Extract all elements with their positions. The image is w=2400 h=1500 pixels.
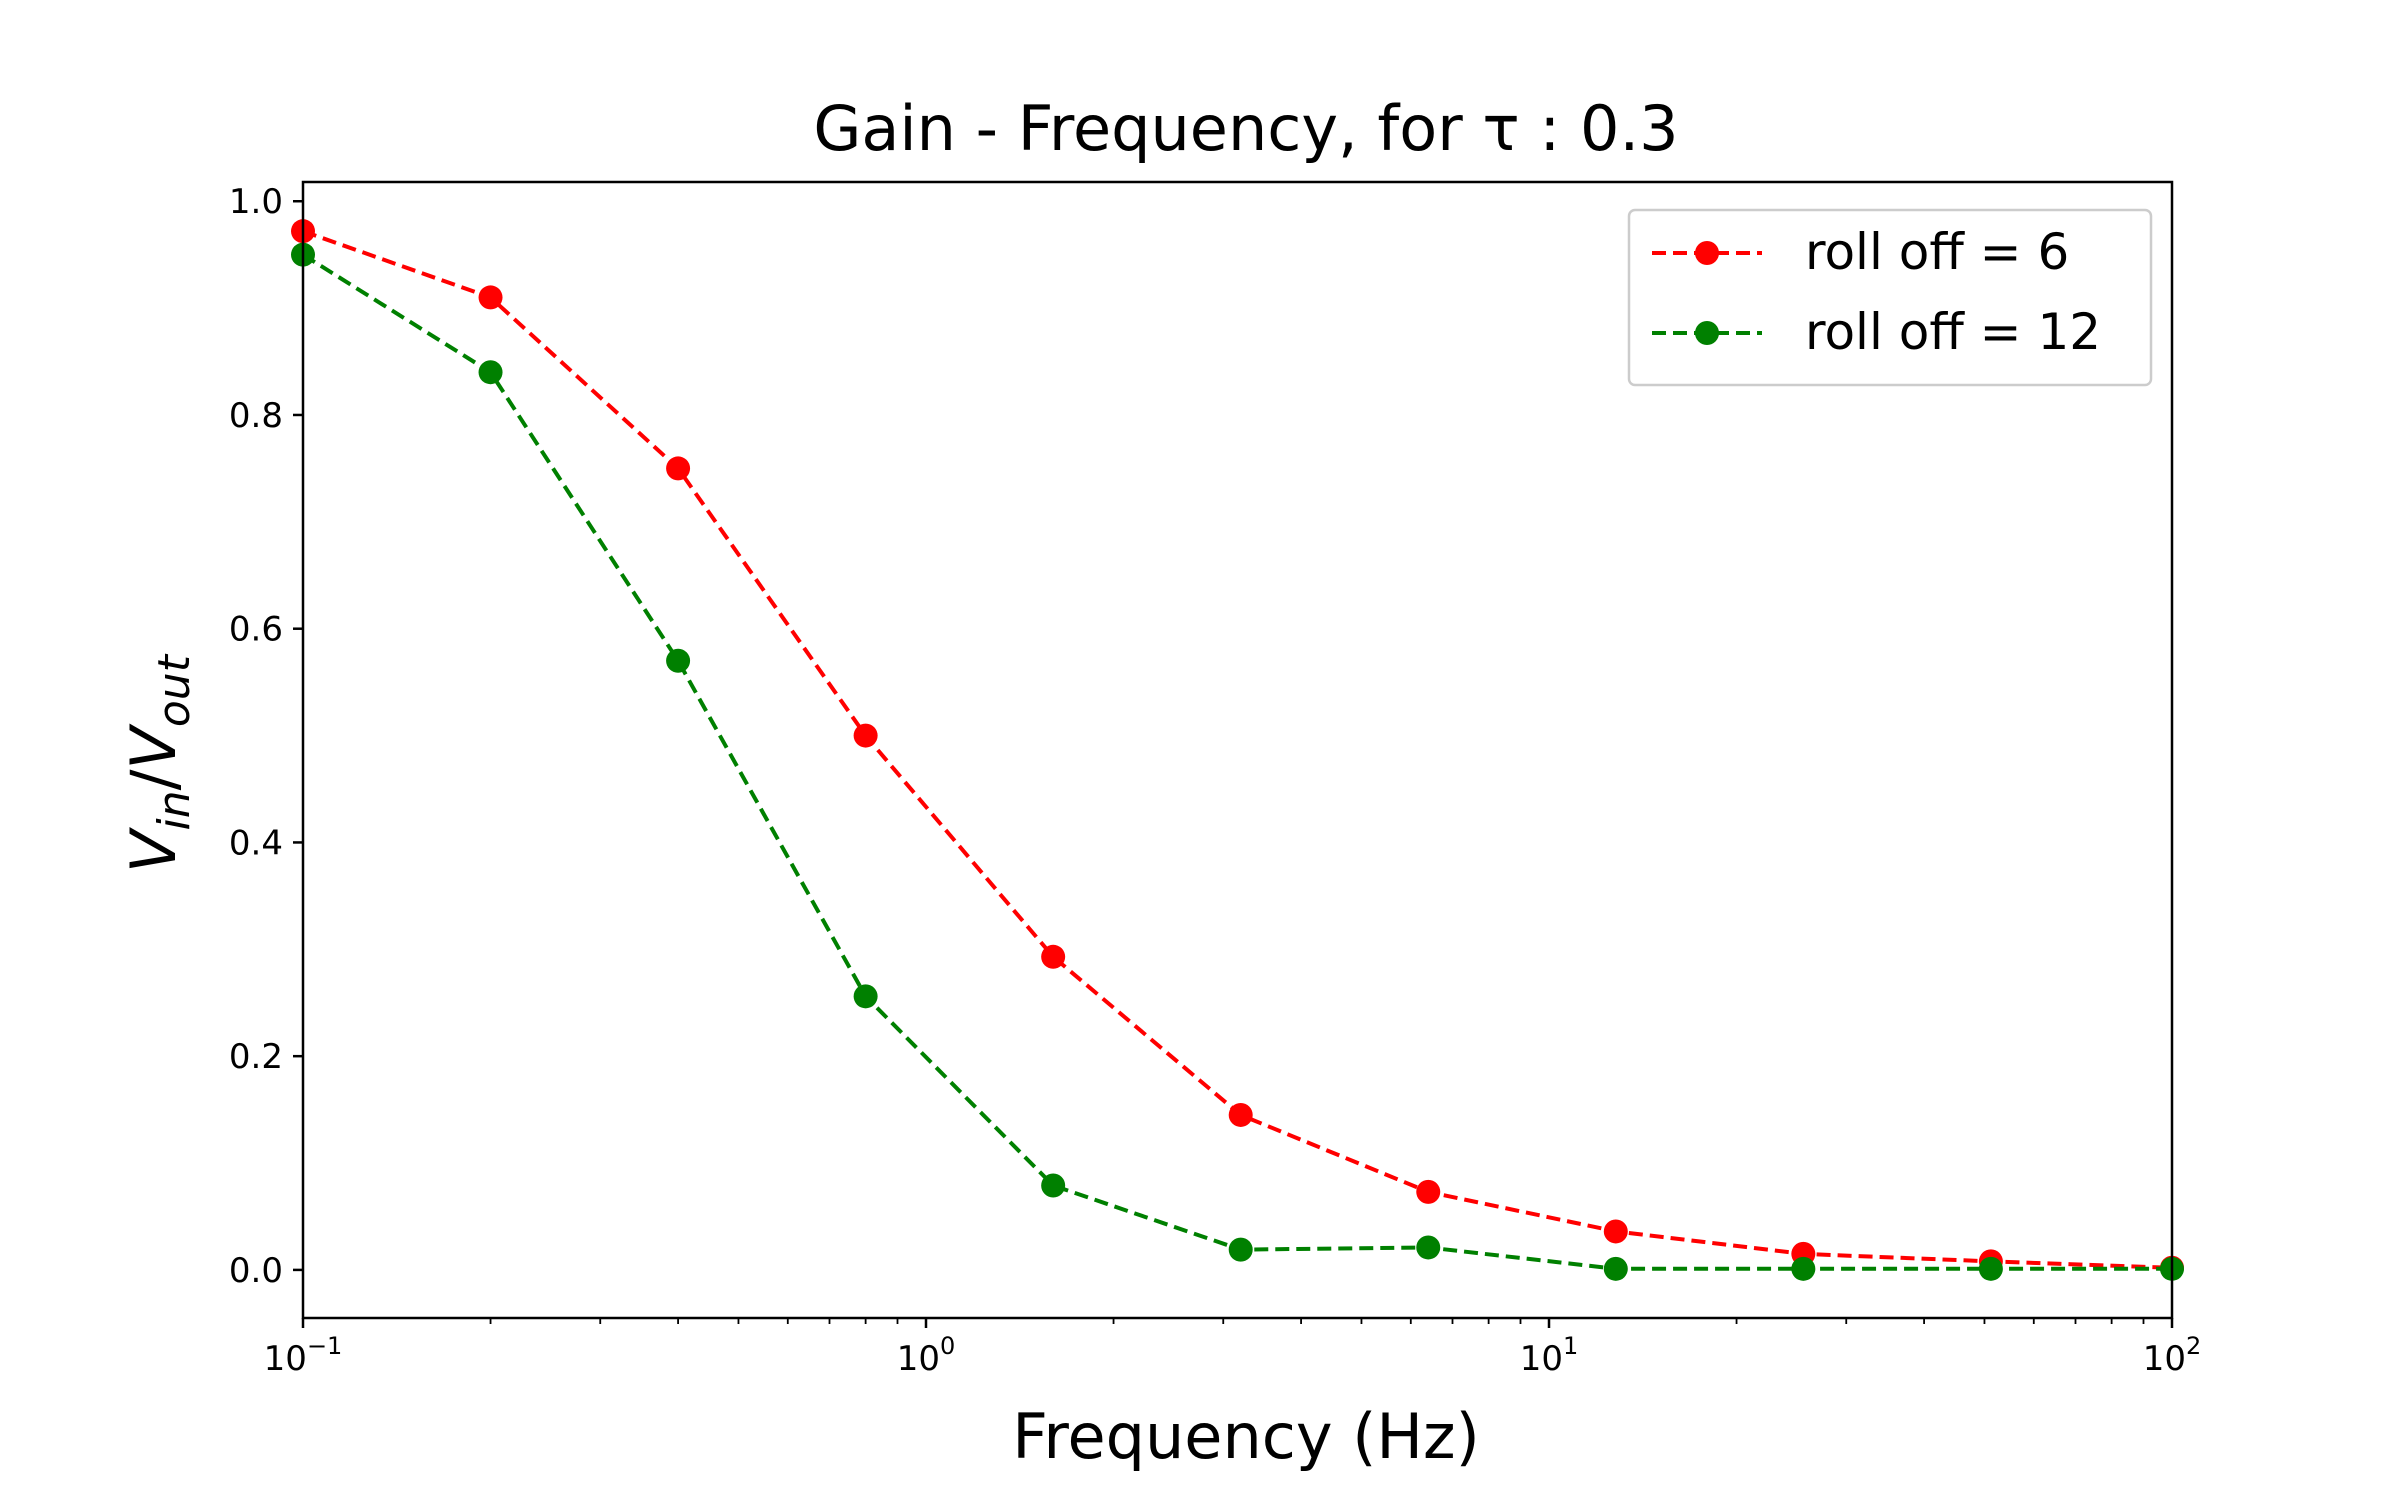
x-tick-label-3: 102 xyxy=(2143,1332,2202,1379)
y-tick-label-5: 1.0 xyxy=(229,182,283,222)
x-tick-label-base-0: 10 xyxy=(264,1339,307,1379)
x-tick-label-1: 100 xyxy=(897,1332,956,1379)
y-tick-label-3: 0.6 xyxy=(229,610,283,650)
y-tick-label-4: 0.8 xyxy=(229,396,283,436)
series-0-point-6 xyxy=(1416,1179,1441,1204)
series-1-point-1 xyxy=(478,360,503,385)
legend-marker-0 xyxy=(1695,241,1719,265)
y-axis-label: Vin/Vout xyxy=(117,653,200,873)
y-tick-label-2: 0.4 xyxy=(229,823,283,863)
y-axis-label-base: V xyxy=(117,826,190,873)
series-1-point-2 xyxy=(666,648,691,673)
x-tick-label-base-2: 10 xyxy=(1520,1339,1563,1379)
series-1-point-3 xyxy=(853,984,878,1009)
series-1-point-9 xyxy=(1978,1256,2003,1281)
legend-marker-1 xyxy=(1695,321,1719,345)
x-tick-label-base-3: 10 xyxy=(2143,1339,2186,1379)
series-1-point-8 xyxy=(1791,1256,1816,1281)
series-1-point-6 xyxy=(1416,1235,1441,1260)
y-tick-label-0: 0.0 xyxy=(229,1251,283,1291)
x-tick-label-base-1: 10 xyxy=(897,1339,940,1379)
y-tick-label-1: 0.2 xyxy=(229,1037,283,1077)
series-1-point-7 xyxy=(1603,1256,1628,1281)
x-tick-label-0: 10−1 xyxy=(264,1332,343,1379)
chart-title: Gain - Frequency, for τ : 0.3 xyxy=(813,92,1678,165)
x-tick-label-exp-0: −1 xyxy=(307,1332,342,1360)
series-0-point-3 xyxy=(853,723,878,748)
y-axis-label-base-2: V xyxy=(117,723,190,770)
series-0-point-1 xyxy=(478,285,503,310)
series-0-point-7 xyxy=(1603,1219,1628,1244)
series-1-point-4 xyxy=(1041,1173,1066,1198)
axes-frame xyxy=(301,180,2174,1320)
axes-ticks: 0.00.20.40.60.81.010−1 100 101 102 xyxy=(229,182,2201,1379)
legend-label-1: roll off = 12 xyxy=(1805,303,2101,361)
series-0-point-2 xyxy=(666,456,691,481)
y-axis-label-sub-in: in xyxy=(149,790,200,830)
series-1-point-5 xyxy=(1228,1237,1253,1262)
x-tick-label-2: 101 xyxy=(1520,1332,1579,1379)
series-0-point-5 xyxy=(1228,1102,1253,1127)
legend-label-0: roll off = 6 xyxy=(1805,223,2069,281)
y-axis-label-sep: / xyxy=(117,769,190,790)
x-axis-label: Frequency (Hz) xyxy=(1012,1400,1480,1473)
legend: roll off = 6 roll off = 12 xyxy=(1627,208,2153,387)
y-axis-label-sub-out: out xyxy=(149,653,200,727)
plot-area xyxy=(291,219,2184,1281)
x-tick-label-exp-2: 1 xyxy=(1563,1332,1578,1360)
x-tick-label-exp-3: 2 xyxy=(2186,1332,2201,1360)
series-0-point-4 xyxy=(1041,944,1066,969)
x-tick-label-exp-1: 0 xyxy=(940,1332,955,1360)
series-1 xyxy=(291,242,2184,1281)
